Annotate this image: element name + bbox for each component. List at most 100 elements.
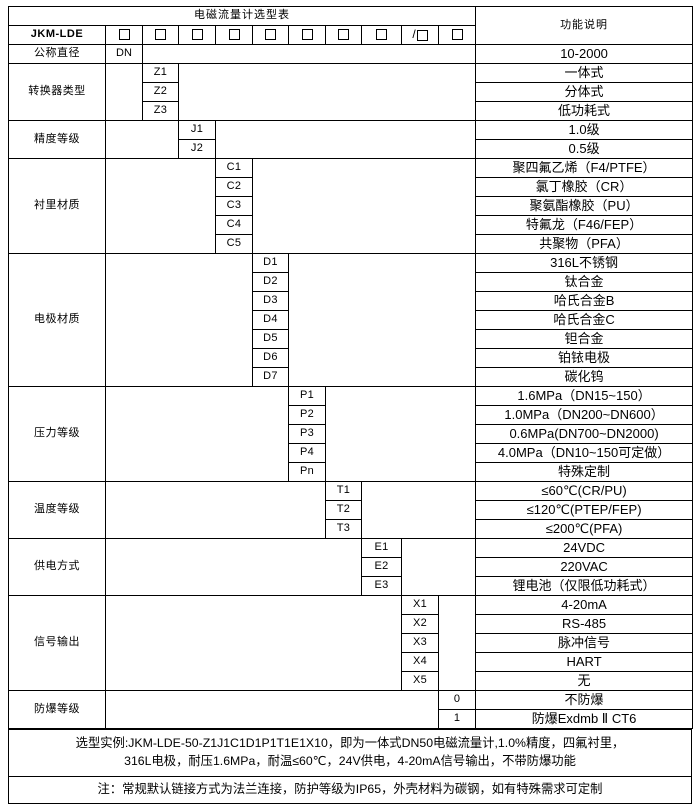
option-code-8-1: E1	[361, 538, 402, 558]
table-row: T2 ≤120℃(PTEP/FEP)	[9, 500, 694, 520]
option-description-7-2: ≤120℃(PTEP/FEP)	[475, 500, 694, 520]
option-code-4-1: C1	[215, 158, 253, 178]
selection-example-line1: 选型实例:JKM-LDE-50-Z1J1C1D1P1T1E1X10，即为一体式D…	[75, 736, 625, 751]
option-description-7-3: ≤200℃(PFA)	[475, 519, 694, 539]
group-name-9: 信号输出	[8, 595, 106, 691]
checkbox-icon[interactable]	[451, 29, 463, 41]
model-selection-table: 电磁流量计选型表 功能说明 JKM-LDE / 公称直径 DN 10-2000 转换器类型 Z1…	[7, 6, 694, 729]
option-description-1-1: 10-2000	[475, 44, 694, 64]
code-box-cell-10[interactable]	[437, 25, 477, 45]
table-row: 衬里材质 C1 聚四氟乙烯（F4/PTFE）	[8, 158, 694, 254]
checkbox-icon[interactable]	[118, 29, 130, 41]
option-description-5-5: 钽合金	[475, 329, 694, 349]
code-box-cell-4[interactable]	[215, 25, 253, 45]
code-box-cell-6[interactable]	[288, 25, 326, 45]
checkbox-icon[interactable]	[191, 29, 203, 41]
option-code-10-1: 0	[437, 690, 477, 710]
option-description-4-2: 氯丁橡胶（CR）	[475, 177, 694, 197]
option-code-5-1: D1	[252, 253, 289, 273]
option-code-1-1: DN	[105, 44, 143, 64]
option-description-10-1: 不防爆	[475, 690, 694, 710]
spacer-right-8	[400, 538, 477, 596]
code-box-cell-2[interactable]	[142, 25, 179, 45]
option-description-5-6: 铂铱电极	[475, 348, 694, 368]
option-description-5-7: 碳化钨	[475, 367, 694, 387]
option-description-5-2: 钛合金	[475, 272, 694, 292]
group-name-2: 转换器类型	[8, 63, 106, 121]
option-code-4-5: C5	[215, 234, 253, 254]
checkbox-icon[interactable]	[376, 29, 387, 41]
spacer-right-5	[287, 253, 477, 387]
table-row: Pn 特殊定制	[9, 462, 694, 482]
checkbox-icon[interactable]	[228, 29, 240, 41]
option-description-9-1: 4-20mA	[475, 595, 694, 615]
code-box-cell-8[interactable]	[361, 25, 402, 45]
option-description-7-1: ≤60℃(CR/PU)	[475, 481, 694, 501]
checkbox-icon[interactable]	[265, 29, 276, 41]
option-code-3-1: J1	[178, 120, 216, 140]
group-name-6: 压力等级	[8, 386, 106, 482]
option-code-6-1: P1	[288, 386, 326, 406]
table-row: 温度等级 T1 ≤60℃(CR/PU)	[8, 481, 694, 539]
spacer-right-9	[437, 595, 477, 691]
spacer-left-10	[105, 690, 439, 729]
option-description-4-4: 特氟龙（F46/FEP）	[475, 215, 694, 235]
table-row: C4 特氟龙（F46/FEP）	[9, 215, 694, 235]
option-code-5-6: D6	[252, 348, 289, 368]
table-row: Z2 分体式	[9, 82, 694, 102]
option-description-4-5: 共聚物（PFA）	[475, 234, 694, 254]
spacer-right-4	[251, 158, 477, 254]
option-code-7-3: T3	[325, 519, 362, 539]
code-box-cell-7[interactable]	[325, 25, 362, 45]
table-title-row: 电磁流量计选型表 功能说明	[7, 6, 694, 45]
code-box-cell-9[interactable]: /	[401, 25, 439, 45]
option-description-4-1: 聚四氟乙烯（F4/PTFE）	[475, 158, 694, 178]
option-code-5-4: D4	[252, 310, 289, 330]
option-code-5-2: D2	[252, 272, 289, 292]
code-box-cell-3[interactable]	[178, 25, 216, 45]
option-description-5-1: 316L不锈钢	[475, 253, 694, 273]
group-name-1: 公称直径	[8, 44, 106, 64]
option-code-2-1: Z1	[142, 63, 179, 83]
table-row: 1 防爆Exdmb Ⅱ CT6	[9, 709, 694, 729]
slash-separator: /	[412, 27, 416, 42]
option-code-7-2: T2	[325, 500, 362, 520]
group-name-5: 电极材质	[8, 253, 106, 387]
spacer-right-3	[214, 120, 477, 159]
checkbox-icon[interactable]	[338, 29, 349, 41]
general-note-cell: 注：常规默认链接方式为法兰连接，防护等级为IP65，外壳材料为碳钢，如有特殊需求…	[8, 776, 692, 804]
option-code-6-4: P4	[288, 443, 326, 463]
spacer-right-2	[177, 63, 477, 121]
option-code-4-3: C3	[215, 196, 253, 216]
option-code-9-5: X5	[401, 671, 439, 691]
option-code-6-2: P2	[288, 405, 326, 425]
option-description-2-1: 一体式	[475, 63, 694, 83]
option-code-4-2: C2	[215, 177, 253, 197]
table-row: 公称直径 DN 10-2000	[8, 44, 694, 64]
table-row: D6 铂铱电极	[9, 348, 694, 368]
option-code-6-3: P3	[288, 424, 326, 444]
option-code-4-4: C4	[215, 215, 253, 235]
spacer-right-1	[141, 44, 477, 64]
option-description-5-4: 哈氏合金C	[475, 310, 694, 330]
checkbox-icon[interactable]	[301, 29, 313, 41]
selection-example-cell: 选型实例:JKM-LDE-50-Z1J1C1D1P1T1E1X10，即为一体式D…	[8, 729, 692, 777]
option-description-5-3: 哈氏合金B	[475, 291, 694, 311]
table-row: 防爆等级 0 不防爆	[8, 690, 694, 729]
option-code-3-2: J2	[178, 139, 216, 159]
spacer-right-7	[360, 481, 477, 539]
option-code-7-1: T1	[325, 481, 362, 501]
option-description-3-2: 0.5级	[475, 139, 694, 159]
option-description-3-1: 1.0级	[475, 120, 694, 140]
option-description-6-5: 特殊定制	[475, 462, 694, 482]
code-box-cell-1[interactable]	[105, 25, 143, 45]
option-description-6-1: 1.6MPa（DN15~150）	[475, 386, 694, 406]
option-code-5-5: D5	[252, 329, 289, 349]
checkbox-icon[interactable]	[155, 29, 166, 41]
option-description-9-4: HART	[475, 652, 694, 672]
option-code-8-2: E2	[361, 557, 402, 577]
option-code-9-1: X1	[401, 595, 439, 615]
spacer-left-7	[105, 481, 326, 539]
checkbox-icon[interactable]	[416, 29, 428, 41]
code-box-cell-5[interactable]	[252, 25, 289, 45]
